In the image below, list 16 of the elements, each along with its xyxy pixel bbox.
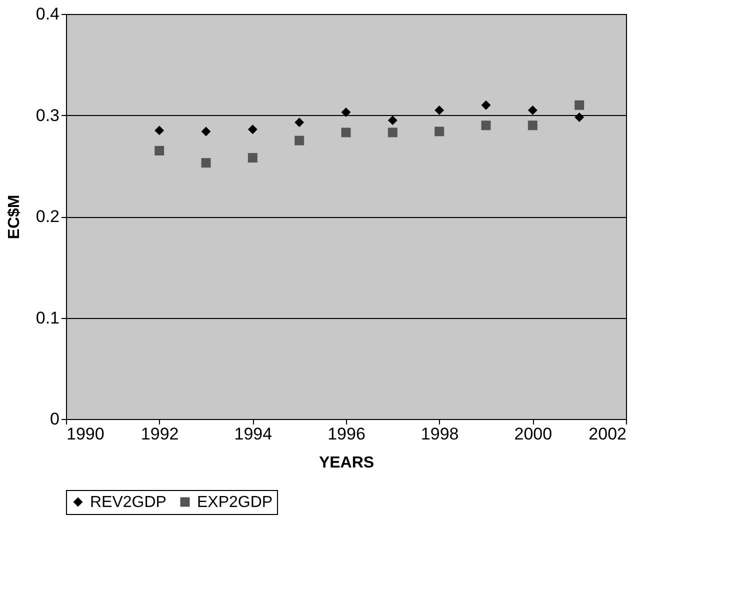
legend-label: EXP2GDP (197, 494, 273, 511)
x-axis-title: YEARS (318, 454, 374, 472)
y-tick-label: 0.2 (36, 207, 60, 226)
x-tick-label: 2000 (514, 424, 552, 444)
x-tick-label: 1992 (140, 424, 179, 444)
x-tick-label: 1994 (234, 424, 272, 444)
y-tick-label: 0.4 (36, 4, 60, 24)
y-tick-label: 0 (50, 410, 60, 428)
x-tick-label: 1996 (328, 424, 366, 444)
x-tick-label: 2002 (588, 424, 626, 444)
y-axis-title: EC$M (6, 194, 23, 240)
y-tick-label: 0.3 (36, 106, 60, 125)
legend-label: REV2GDP (90, 494, 166, 511)
y-tick-label: 0.1 (36, 308, 60, 328)
x-tick-label: 1990 (66, 424, 104, 444)
x-tick-label: 1998 (420, 424, 459, 444)
